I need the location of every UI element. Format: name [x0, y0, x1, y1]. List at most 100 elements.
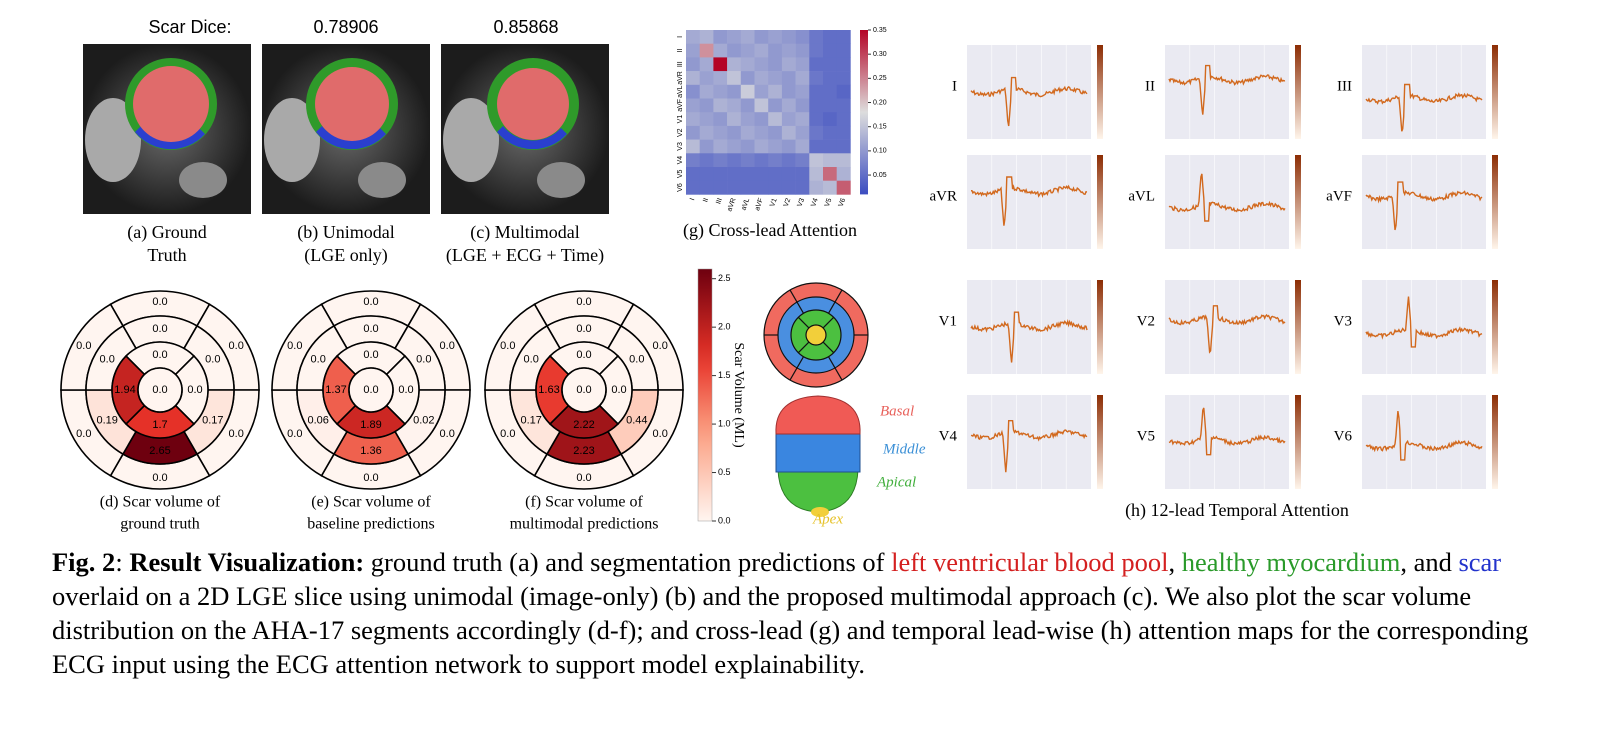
- segment-value: 0.0: [229, 428, 244, 440]
- ecg-panel: aVR: [930, 155, 1103, 249]
- mri-image: [83, 44, 251, 214]
- heatmap-cell: [754, 180, 769, 195]
- ecg-trace: [970, 420, 1088, 473]
- heatmap-cell: [727, 30, 742, 44]
- ecg-trace: [970, 311, 1088, 363]
- heatmap-cell: [836, 112, 851, 127]
- colorbar-tick-label: 2.0: [718, 322, 731, 332]
- heatmap-cell: [768, 57, 783, 72]
- heatmap-cell: [768, 153, 783, 168]
- heatmap-cell: [768, 98, 783, 113]
- apex-segment: [348, 367, 394, 413]
- heatmap-cell: [740, 125, 755, 140]
- segment-value: 0.0: [76, 428, 91, 440]
- ecg-colorbar: [1295, 45, 1301, 139]
- heatmap-cell: [686, 84, 700, 99]
- heatmap-cell: [686, 125, 700, 140]
- heatmap-colorbar-tick-label: 0.35: [873, 27, 887, 34]
- ecg-lead-label: aVR: [930, 189, 958, 205]
- ecg-panel: II: [1145, 45, 1301, 139]
- heatmap-cell: [740, 98, 755, 113]
- heatmap-col-label: aVR: [726, 197, 737, 212]
- ecg-axes: [967, 395, 1091, 489]
- heatmap-colorbar-tick-label: 0.05: [873, 172, 887, 179]
- heatmap-cell: [686, 167, 700, 181]
- scar: [316, 126, 386, 150]
- heatmap-cell: [727, 153, 742, 168]
- heatmap-colorbar-tick-label: 0.25: [873, 75, 887, 82]
- heatmap-cell: [809, 71, 824, 86]
- mri-caption: (c) Multimodal: [470, 222, 579, 243]
- heatmap-cell: [768, 139, 783, 154]
- heatmap-col-label: V4: [810, 197, 820, 208]
- heatmap-cell: [699, 43, 714, 58]
- heatmap-cell: [754, 139, 769, 154]
- heatmap-cell: [713, 98, 728, 113]
- segment-value: 0.0: [416, 353, 431, 365]
- heatmap-row-label: II: [677, 49, 684, 53]
- segment-value: 0.17: [520, 414, 541, 426]
- segment-value: 0.0: [205, 353, 220, 365]
- heatmap-col-label: V3: [797, 197, 807, 208]
- heatmap-cell: [768, 125, 783, 140]
- segment-value: 0.0: [500, 340, 515, 352]
- caption-run: ground truth (a) and segmentation predic…: [364, 547, 892, 577]
- segment-value: 0.0: [363, 472, 378, 484]
- heatmap-col-label: V5: [824, 197, 834, 208]
- heatmap-cell: [781, 112, 796, 127]
- ecg-trace: [1365, 296, 1483, 348]
- heatmap-cell: [781, 180, 796, 195]
- heatmap-cell: [823, 112, 837, 127]
- heatmap-cell: [699, 71, 714, 86]
- bullseye-caption: ground truth: [120, 516, 200, 533]
- ecg-lead-label: V3: [1334, 314, 1352, 330]
- heatmap-cell: [823, 139, 837, 154]
- caption-run: overlaid on a 2D LGE slice using unimoda…: [52, 581, 1529, 679]
- ecg-panel: V5: [1137, 395, 1301, 489]
- heatmap-cell: [727, 71, 742, 86]
- heatmap-cell: [727, 43, 742, 58]
- segment-value: 0.0: [287, 340, 302, 352]
- heatmap-cell: [809, 98, 824, 113]
- heatmap-cell: [699, 112, 714, 127]
- aha-divider: [822, 341, 835, 354]
- caption-run: left ventricular blood pool: [891, 547, 1169, 577]
- heatmap-cell: [713, 139, 728, 154]
- ecg-lead-label: aVL: [1128, 189, 1155, 205]
- segment-value: 0.0: [576, 323, 591, 335]
- ecg-trace: [970, 76, 1088, 127]
- heatmap-cell: [768, 43, 783, 58]
- heatmap-cell: [768, 112, 783, 127]
- colorbar-tick-label: 0.0: [718, 515, 731, 525]
- mri-image: [441, 44, 609, 214]
- heatmap-cell: [809, 30, 824, 44]
- heatmap-cell: [836, 43, 851, 58]
- bullseye: 0.0 0.0 0.0 0.0 0.0 0.0 0.0 0.0 0.17 2.65 0.19 0.0 0…: [60, 290, 260, 490]
- segment-value: 1.63: [538, 384, 559, 396]
- heatmap-cell: [781, 139, 796, 154]
- heatmap-cell: [713, 84, 728, 99]
- heatmap-cell: [740, 30, 755, 44]
- segment-value: 0.0: [363, 349, 378, 361]
- heatmap-cell: [699, 98, 714, 113]
- ecg-axes: [1362, 395, 1486, 489]
- segment-value: 1.36: [360, 445, 381, 457]
- ecg-colorbar: [1492, 280, 1498, 374]
- heatmap-col-label: V1: [769, 197, 779, 208]
- segment-value: 0.0: [398, 384, 413, 396]
- ecg-panel: V3: [1334, 280, 1498, 374]
- heatmap-cell: [795, 98, 810, 113]
- heatmap-row-label: I: [677, 36, 684, 38]
- heatmap-cell: [795, 71, 810, 86]
- blood-pool: [315, 67, 389, 141]
- heatmap-cell: [768, 167, 783, 181]
- heatmap-cell: [754, 43, 769, 58]
- segment-value: 2.65: [149, 445, 170, 457]
- segment-value: 0.17: [202, 414, 223, 426]
- caption-run: , and: [1400, 547, 1459, 577]
- segment-value: 0.0: [576, 349, 591, 361]
- aha-divider: [797, 341, 810, 354]
- heatmap-cell: [686, 30, 700, 44]
- heatmap-cell: [809, 84, 824, 99]
